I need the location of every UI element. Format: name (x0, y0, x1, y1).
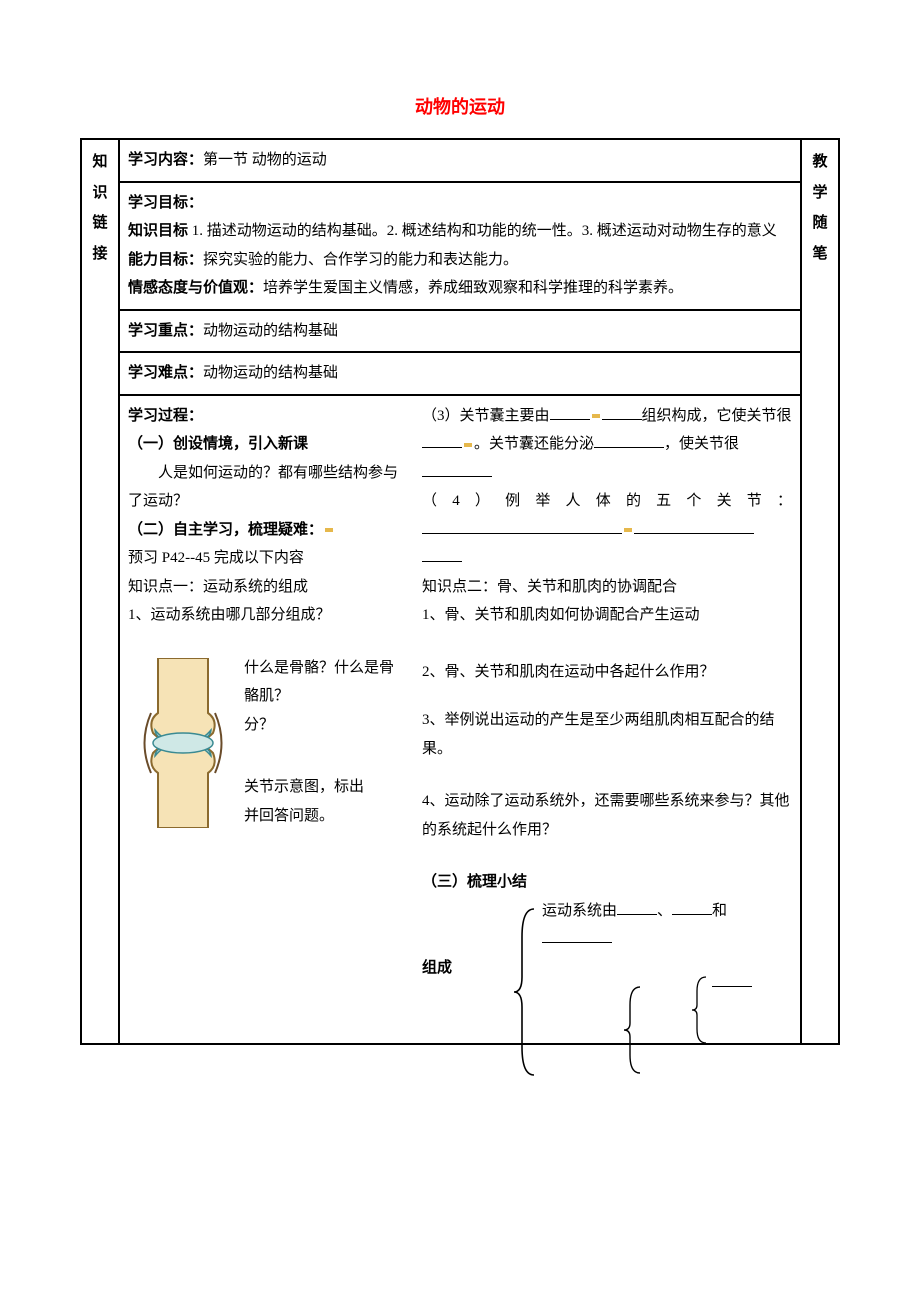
right-q4-blank (422, 516, 792, 545)
summary-wrap: 运动系统由、和 组成 (422, 897, 792, 1037)
kp2-q4: 4、运动除了运动系统外，还需要哪些系统来参与？其他的系统起什么作用？ (422, 787, 792, 844)
brace-inner-icon (622, 985, 644, 1075)
right-q3-d: ，使关节很 (664, 436, 739, 452)
joint-diagram (128, 658, 238, 828)
row-emphasis: 学习重点：动物运动的结构基础 (119, 310, 801, 353)
kp1-q1: 1、运动系统由哪几部分组成？ (128, 601, 408, 630)
ability-text: 探究实验的能力、合作学习的能力和表达能力。 (203, 252, 518, 268)
preview-text: 预习 P42--45 完成以下内容 (128, 544, 408, 573)
side-right-char: 笔 (810, 240, 830, 269)
brace-inner2-icon (690, 975, 710, 1045)
content-text: 第一节 动物的运动 (203, 152, 327, 168)
kp1-title: 知识点一：运动系统的组成 (128, 573, 408, 602)
side-right-char: 随 (810, 209, 830, 238)
ability-label: 能力目标： (128, 252, 203, 268)
side-left: 知 识 链 接 (81, 139, 119, 1044)
section-2-heading-text: （二）自主学习，梳理疑难： (128, 522, 323, 538)
kp2-q1: 1、骨、关节和肌肉如何协调配合产生运动 (422, 601, 792, 630)
section-1-text: 人是如何运动的？都有哪些结构参与了运动？ (128, 459, 408, 516)
side-right: 教 学 随 笔 (801, 139, 839, 1044)
worksheet-table: 知 识 链 接 学习内容：第一节 动物的运动 教 学 随 笔 学习目标： 知识目… (80, 138, 840, 1045)
side-left-char: 知 (90, 148, 110, 177)
row-content: 学习内容：第一节 动物的运动 (119, 139, 801, 182)
gold-marker-icon (624, 528, 632, 532)
right-q3-a: （3）关节囊主要由 (422, 408, 550, 424)
gold-marker-icon (464, 443, 472, 447)
summary-c: 和 (712, 903, 727, 919)
row-process: 学习过程： （一）创设情境，引入新课 人是如何运动的？都有哪些结构参与了运动？ … (119, 395, 801, 1044)
gold-marker-icon (592, 414, 600, 418)
summary-line: 运动系统由 、 和 (542, 897, 792, 954)
blank-fill[interactable] (594, 431, 664, 449)
blank-fill[interactable] (634, 516, 754, 534)
side-right-char: 学 (810, 179, 830, 208)
blank-fill[interactable] (542, 926, 612, 944)
blank-fill[interactable] (550, 402, 590, 420)
page-title: 动物的运动 (80, 90, 840, 124)
blank-fill[interactable] (422, 431, 462, 449)
process-heading: 学习过程： (128, 402, 408, 431)
objectives-heading: 学习目标： (128, 189, 792, 218)
ability-objective: 能力目标：探究实验的能力、合作学习的能力和表达能力。 (128, 246, 792, 275)
side-left-char: 链 (90, 209, 110, 238)
blank-fill[interactable] (422, 459, 492, 477)
section-3-heading: （三）梳理小结 (422, 868, 792, 897)
emphasis-text: 动物运动的结构基础 (203, 323, 338, 339)
kp2-q3: 3、举例说出运动的产生是至少两组肌肉相互配合的结果。 (422, 706, 792, 763)
gold-marker-icon (325, 528, 333, 532)
section-1-heading: （一）创设情境，引入新课 (128, 430, 408, 459)
right-q4-blank2 (422, 544, 792, 573)
blank-fill[interactable] (422, 545, 462, 563)
side-left-char: 接 (90, 240, 110, 269)
right-q3-c: 。关节囊还能分泌 (474, 436, 594, 452)
blank-fill[interactable] (602, 402, 642, 420)
right-q4-line: （4）例举人体的五个关节： (422, 487, 792, 516)
attitude-objective: 情感态度与价值观：培养学生爱国主义情感，养成细致观察和科学推理的科学素养。 (128, 274, 792, 303)
row-objectives: 学习目标： 知识目标 1. 描述动物运动的结构基础。2. 概述结构和功能的统一性… (119, 182, 801, 310)
section-2-heading: （二）自主学习，梳理疑难： (128, 516, 408, 545)
knowledge-text: 1. 描述动物运动的结构基础。2. 概述结构和功能的统一性。3. 概述运动对动物… (192, 223, 777, 239)
blank-fill[interactable] (422, 516, 622, 534)
emphasis-label: 学习重点： (128, 323, 203, 339)
blank-fill[interactable] (617, 897, 657, 915)
knowledge-objective: 知识目标 1. 描述动物运动的结构基础。2. 概述结构和功能的统一性。3. 概述… (128, 217, 792, 246)
attitude-label: 情感态度与价值观： (128, 280, 263, 296)
knowledge-label: 知识目标 (128, 223, 188, 239)
side-left-char: 识 (90, 179, 110, 208)
side-right-char: 教 (810, 148, 830, 177)
content-label: 学习内容： (128, 152, 203, 168)
summary-a: 运动系统由 (542, 903, 617, 919)
kp2-title: 知识点二：骨、关节和肌肉的协调配合 (422, 573, 792, 602)
right-q3: （3）关节囊主要由 组织构成，它使关节很。关节囊还能分泌 ，使关节很 (422, 402, 792, 488)
summary-b: 、 (657, 903, 672, 919)
row-difficulty: 学习难点：动物运动的结构基础 (119, 352, 801, 395)
difficulty-text: 动物运动的结构基础 (203, 365, 338, 381)
kp2-q2: 2、骨、关节和肌肉在运动中各起什么作用？ (422, 658, 792, 687)
difficulty-label: 学习难点： (128, 365, 203, 381)
right-q3-b: 组织构成，它使关节很 (642, 408, 792, 424)
attitude-text: 培养学生爱国主义情感，养成细致观察和科学推理的科学素养。 (263, 280, 683, 296)
blank-fill[interactable] (672, 897, 712, 915)
blank-fill[interactable] (712, 969, 752, 987)
brace-outer-icon (512, 907, 540, 1077)
